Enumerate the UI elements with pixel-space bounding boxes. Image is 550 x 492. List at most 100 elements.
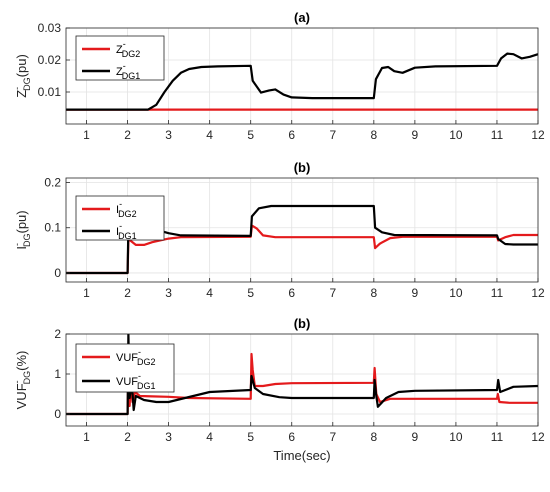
panel-title: (b) — [294, 316, 311, 331]
legend-entry-base: Z — [116, 44, 123, 56]
legend-entry-sup: - — [123, 39, 126, 49]
x-tick-label: 1 — [83, 128, 90, 142]
panel-title: (a) — [294, 10, 310, 25]
y-axis-label-sup: - — [12, 243, 22, 246]
legend-box — [75, 195, 165, 241]
legend-entry: I-DG1 — [116, 221, 137, 241]
y-tick-label: 0.03 — [38, 21, 62, 35]
y-axis-label-sub: DG — [22, 371, 32, 385]
x-tick-label: 4 — [206, 128, 213, 142]
x-tick-label: 6 — [288, 128, 295, 142]
x-tick-label: 5 — [247, 286, 254, 300]
x-axis-label: Time(sec) — [273, 448, 330, 463]
y-axis-label-suffix: (pu) — [14, 54, 29, 77]
legend-entry-sup: - — [123, 61, 126, 71]
y-tick-label: 0.02 — [38, 53, 62, 67]
y-axis-label-group: I-DG(pu) — [12, 210, 32, 249]
axes-frame — [65, 27, 539, 125]
legend-box — [75, 35, 165, 81]
y-tick-label: 0.2 — [44, 176, 61, 190]
x-tick-label: 7 — [329, 286, 336, 300]
x-tick-label: 6 — [288, 430, 295, 444]
panel-1: 1 2 3 4 5 6 7 8 9 10 11 120.010.020.03(a)Z-DG(pu)Z-… — [12, 10, 545, 142]
legend-entry-base: I — [116, 226, 119, 238]
x-tick-label: 10 — [449, 430, 463, 444]
legend-entry: VUF-DG2 — [116, 347, 156, 367]
x-tick-label: 6 — [288, 286, 295, 300]
axes-frame — [65, 177, 539, 283]
x-tick-label: 10 — [449, 128, 463, 142]
legend-entry-sub: DG1 — [122, 71, 141, 81]
y-tick-label: 2 — [54, 327, 61, 341]
x-tick-label: 8 — [370, 430, 377, 444]
legend-entry: Z-DG2 — [116, 39, 140, 59]
x-tick-label: 7 — [329, 128, 336, 142]
legend-entry-base: VUF — [116, 376, 138, 388]
x-tick-label: 3 — [165, 430, 172, 444]
series-line-dg1 — [66, 52, 538, 111]
panel-2: 1 2 3 4 5 6 7 8 9 10 11 1200.10.2(b)I-DG(pu)I-DG2I-… — [12, 160, 545, 300]
axes-frame — [65, 333, 539, 427]
legend-entry-sub: DG2 — [137, 357, 156, 367]
legend-entry-sub: DG1 — [118, 231, 137, 241]
y-axis-label-suffix: (%) — [14, 351, 29, 371]
x-tick-label: 12 — [531, 430, 545, 444]
y-axis-label: VUF-DG(%) — [12, 351, 32, 410]
y-axis-label: Z-DG(pu) — [12, 54, 32, 98]
x-tick-label: 8 — [370, 286, 377, 300]
legend-entry-sub: DG1 — [137, 381, 156, 391]
legend-entry-sub: DG2 — [118, 209, 137, 219]
x-tick-label: 5 — [247, 128, 254, 142]
legend-entry-sub: DG2 — [122, 49, 141, 59]
y-axis-label-sub: DG — [22, 234, 32, 248]
legend-entry-sup: - — [138, 347, 141, 357]
x-tick-label: 2 — [124, 430, 131, 444]
x-tick-label: 12 — [531, 128, 545, 142]
y-axis-label-base: Z — [14, 90, 29, 98]
legend-entry: VUF-DG1 — [116, 371, 156, 391]
x-tick-label: 10 — [449, 286, 463, 300]
x-tick-label: 5 — [247, 430, 254, 444]
x-tick-label: 2 — [124, 128, 131, 142]
panel-3: 1 2 3 4 5 6 7 8 9 10 11 12012(b)VUF-DG(%)Time(sec)V… — [12, 316, 545, 463]
x-tick-label: 2 — [124, 286, 131, 300]
y-tick-label: 0.1 — [44, 221, 61, 235]
y-tick-label: 1 — [54, 367, 61, 381]
y-axis-label-group: Z-DG(pu) — [12, 54, 32, 98]
y-axis-label: I-DG(pu) — [12, 210, 32, 249]
legend-entry-base: I — [116, 204, 119, 216]
x-tick-label: 9 — [412, 430, 419, 444]
y-tick-label: 0 — [54, 407, 61, 421]
y-axis-label-sub: DG — [22, 77, 32, 91]
x-tick-label: 4 — [206, 286, 213, 300]
legend-entry-sup: - — [119, 221, 122, 231]
x-tick-label: 3 — [165, 128, 172, 142]
y-axis-label-suffix: (pu) — [14, 210, 29, 233]
legend-entry: Z-DG1 — [116, 61, 140, 81]
y-axis-label-base: VUF — [14, 383, 29, 409]
legend-entry-base: VUF — [116, 352, 138, 364]
x-tick-label: 11 — [491, 430, 504, 444]
x-tick-label: 11 — [491, 128, 504, 142]
x-tick-label: 3 — [165, 286, 172, 300]
y-axis-label-sup: - — [12, 87, 22, 90]
x-tick-label: 9 — [412, 128, 419, 142]
x-tick-label: 8 — [370, 128, 377, 142]
y-axis-label-base: I — [14, 246, 29, 250]
x-tick-label: 1 — [83, 430, 90, 444]
x-tick-label: 11 — [491, 286, 504, 300]
legend-entry-sup: - — [119, 199, 122, 209]
legend-entry-sup: - — [138, 371, 141, 381]
series-line-dg1 — [66, 334, 538, 416]
x-tick-label: 7 — [329, 430, 336, 444]
x-tick-label: 4 — [206, 430, 213, 444]
y-tick-label: 0.01 — [38, 85, 62, 99]
legend-entry: I-DG2 — [116, 199, 137, 219]
panel-title: (b) — [294, 160, 311, 175]
x-tick-label: 1 — [83, 286, 90, 300]
legend-entry-base: Z — [116, 66, 123, 78]
